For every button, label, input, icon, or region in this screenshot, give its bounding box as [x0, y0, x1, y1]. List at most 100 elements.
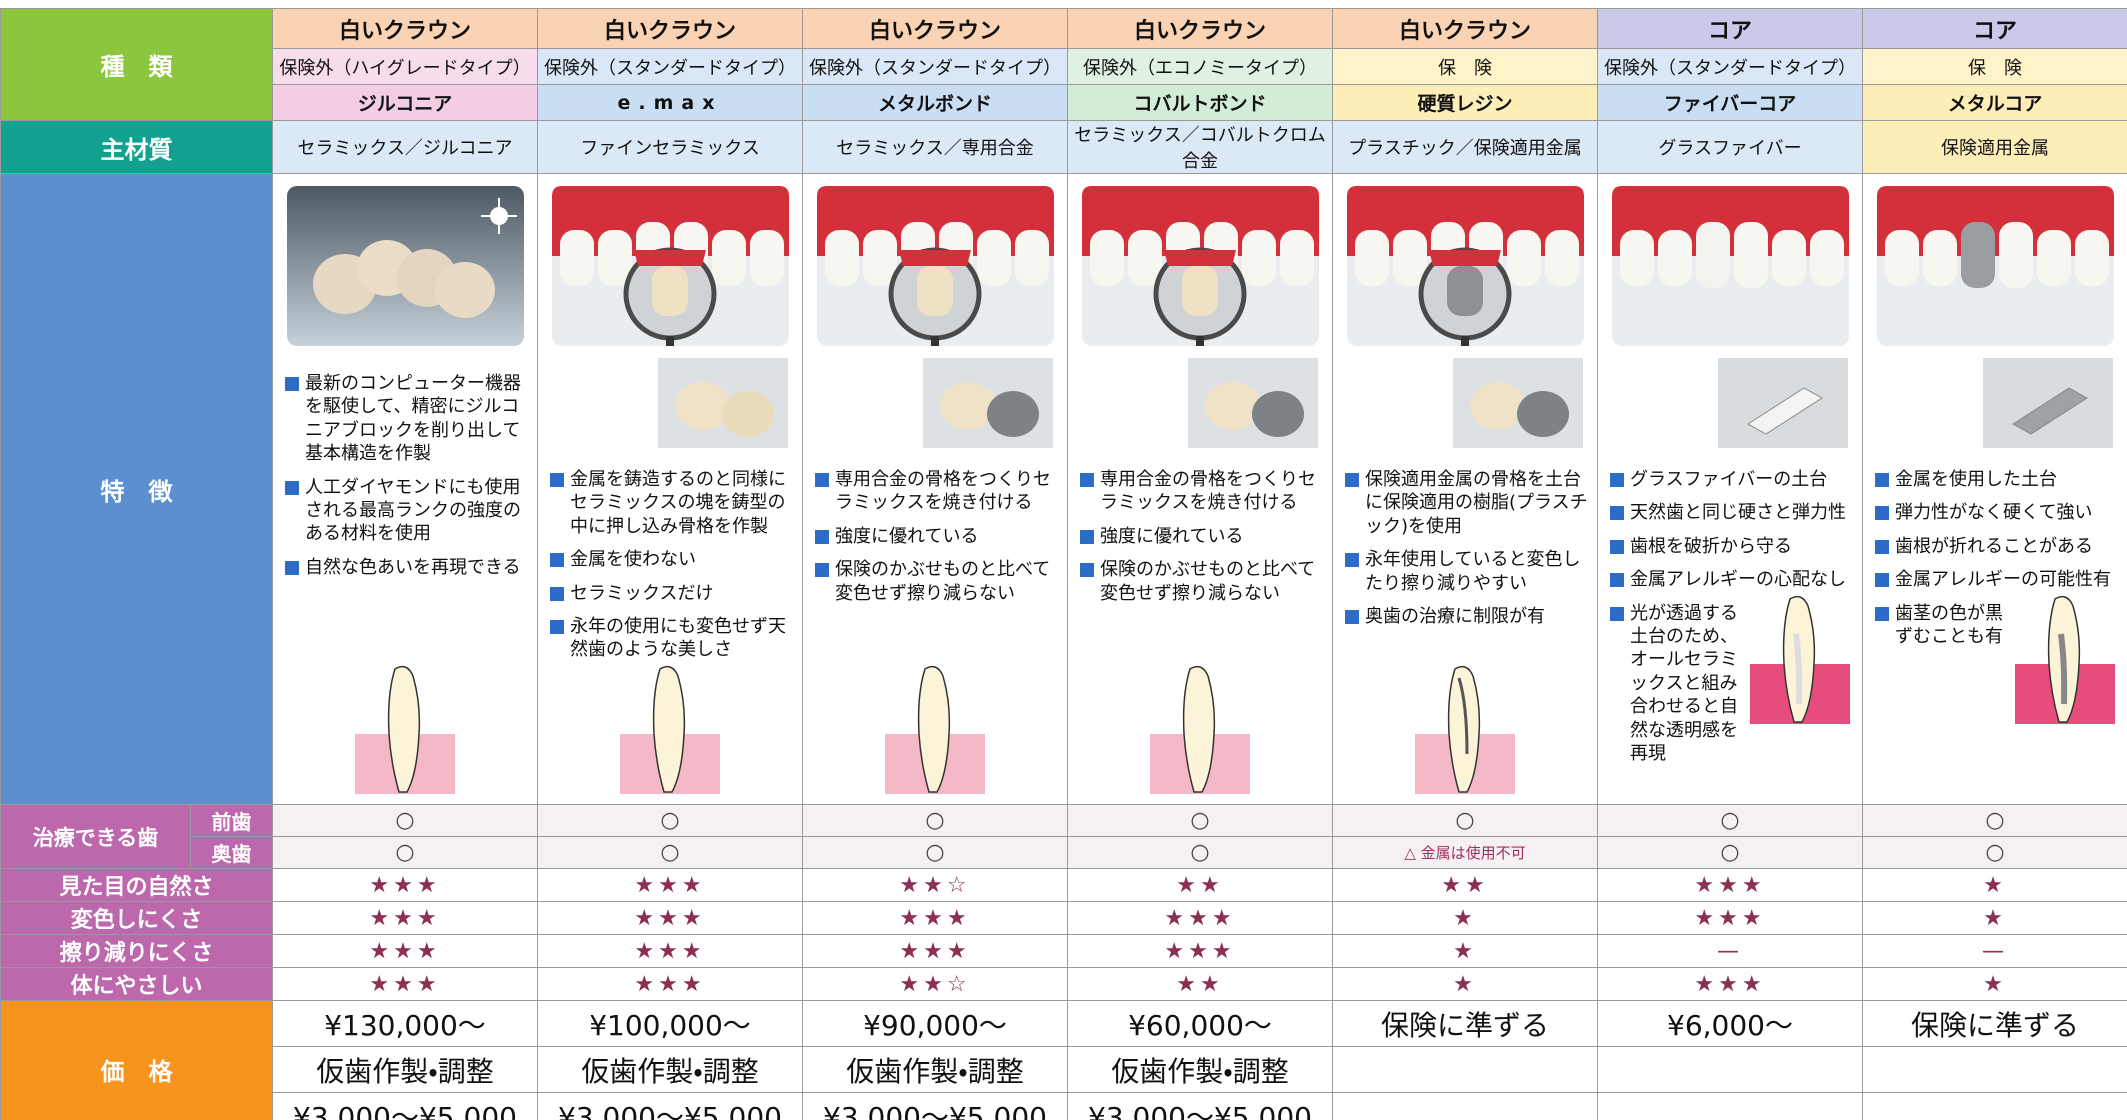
feature-list: 金属を鋳造するのと同様にセラミックスの塊を鋳型の中に押し込み骨格を作製 金属を使わ… [548, 468, 794, 672]
feature-item: 奥歯の治療に制限が有 [1343, 605, 1589, 628]
rating-cell: ★ [1332, 934, 1598, 968]
feature-item: 金属を鋳造するのと同様にセラミックスの塊を鋳型の中に押し込み骨格を作製 [548, 468, 794, 538]
thumbnail [658, 358, 788, 448]
back-cell: ○ [1597, 836, 1863, 869]
feature-item: 専用合金の骨格をつくりセラミックスを焼き付ける [1078, 468, 1324, 515]
insurance-cell: 保険外（ハイグレードタイプ） [272, 48, 538, 85]
back-cell: ○ [272, 836, 538, 869]
photo [817, 186, 1054, 346]
category-cell: コア [1862, 8, 2127, 49]
insurance-cell: 保 険 [1332, 48, 1598, 85]
rating-cell: ★★ [1067, 868, 1333, 902]
feature-item: セラミックスだけ [548, 582, 794, 605]
category-cell: 白いクラウン [802, 8, 1068, 49]
back-cell: ○ [802, 836, 1068, 869]
rating-cell: ★ [1332, 967, 1598, 1001]
category-cell: 白いクラウン [1067, 8, 1333, 49]
name-cell: ファイバーコア [1597, 84, 1863, 121]
rating-cell: ★★★ [802, 901, 1068, 935]
material-cell: 保険適用金属 [1862, 120, 2127, 174]
price-cell: ¥3,000〜¥5,000 [537, 1092, 803, 1120]
insurance-cell: 保険外（スタンダードタイプ） [537, 48, 803, 85]
tooth-diagram [620, 665, 720, 794]
price-cell: ¥130,000〜 [272, 1000, 538, 1047]
feature-list: グラスファイバーの土台 天然歯と同じ硬さと弾力性 歯根を破折から守る 金属アレルギーの… [1608, 468, 1854, 775]
features-cell: 金属を使用した土台 弾力性がなく硬くて強い 歯根が折れることがある 金属アレルギーの可… [1862, 173, 2127, 805]
name-cell: ジルコニア [272, 84, 538, 121]
rating-cell: — [1862, 934, 2127, 968]
price-cell: ¥60,000〜 [1067, 1000, 1333, 1047]
features-cell: 保険適用金属の骨格を土台に保険適用の樹脂(プラスチック)を使用 永年使用していると… [1332, 173, 1598, 805]
feature-item: 強度に優れている [1078, 525, 1324, 548]
material-cell: セラミックス／ジルコニア [272, 120, 538, 174]
category-cell: 白いクラウン [272, 8, 538, 49]
price-cell: 仮歯作製・調整 [272, 1046, 538, 1093]
front-cell: ○ [1067, 804, 1333, 837]
price-cell: ¥6,000〜 [1597, 1000, 1863, 1047]
feature-list: 金属を使用した土台 弾力性がなく硬くて強い 歯根が折れることがある 金属アレルギーの可… [1873, 468, 2119, 658]
table-row: 奥歯 ○ ○ ○ ○ △ 金属は使用不可 ○ ○ [1, 836, 2127, 869]
price-cell: 保険に準ずる [1332, 1000, 1598, 1047]
features-cell: 金属を鋳造するのと同様にセラミックスの塊を鋳型の中に押し込み骨格を作製 金属を使わ… [537, 173, 803, 805]
empty-cell [1597, 1046, 1863, 1093]
feature-item: 光が透過する土台のため、オールセラミックスと組み合わせると自然な透明感を再現 [1608, 602, 1854, 766]
features-box: 金属を使用した土台 弾力性がなく硬くて強い 歯根が折れることがある 金属アレルギーの可… [1864, 175, 2127, 804]
table-row: 見た目の自然さ ★★★ ★★★ ★★☆ ★★ ★★ ★★★ ★ [0, 868, 2127, 902]
features-box: 金属を鋳造するのと同様にセラミックスの塊を鋳型の中に押し込み骨格を作製 金属を使わ… [539, 175, 802, 804]
category-cell: コア [1597, 8, 1863, 49]
features-box: 最新のコンピューター機器を駆使して、精密にジルコニアブロックを削り出して基本構造… [274, 175, 537, 804]
table-row: 仮歯作製・調整 仮歯作製・調整 仮歯作製・調整 仮歯作製・調整 [1, 1046, 2127, 1093]
front-cell: ○ [802, 804, 1068, 837]
rating-cell: ★★★ [1597, 868, 1863, 902]
rating-cell: ★★★ [537, 901, 803, 935]
table-row: 保険外（ハイグレードタイプ） 保険外（スタンダードタイプ） 保険外（スタンダードタイ… [1, 48, 2127, 85]
material-cell: セラミックス／専用合金 [802, 120, 1068, 174]
kind-label: 種 類 [0, 8, 273, 121]
price-cell: 仮歯作製・調整 [802, 1046, 1068, 1093]
price-cell: ¥3,000〜¥5,000 [802, 1092, 1068, 1120]
material-cell: プラスチック／保険適用金属 [1332, 120, 1598, 174]
features-label: 特 徴 [0, 173, 273, 805]
feature-item: 保険のかぶせものと比べて変色せず擦り減らない [813, 558, 1059, 605]
front-cell: ○ [537, 804, 803, 837]
category-cell: 白いクラウン [1332, 8, 1598, 49]
features-cell: 最新のコンピューター機器を駆使して、精密にジルコニアブロックを削り出して基本構造… [272, 173, 538, 805]
table-row: ¥3,000〜¥5,000 ¥3,000〜¥5,000 ¥3,000〜¥5,000 ¥… [1, 1092, 2127, 1120]
front-cell: ○ [1597, 804, 1863, 837]
table-row: 治療できる歯 前歯 ○ ○ ○ ○ ○ ○ ○ [0, 804, 2127, 869]
thumbnail [1718, 358, 1848, 448]
price-cell: 仮歯作製・調整 [537, 1046, 803, 1093]
feature-item: 弾力性がなく硬くて強い [1873, 501, 2119, 524]
empty-cell [1862, 1046, 2127, 1093]
tooth-diagram [1750, 595, 1850, 724]
feature-item: 歯根を破折から守る [1608, 535, 1854, 558]
tooth-diagram [2015, 595, 2115, 724]
insurance-cell: 保険外（スタンダードタイプ） [1597, 48, 1863, 85]
rating-cell: ★★★ [272, 901, 538, 935]
insurance-cell: 保険外（エコノミータイプ） [1067, 48, 1333, 85]
features-box: 専用合金の骨格をつくりセラミックスを焼き付ける 強度に優れている 保険のかぶせものと… [804, 175, 1067, 804]
material-cell: セラミックス／コバルトクロム合金 [1067, 120, 1333, 174]
feature-item: 専用合金の骨格をつくりセラミックスを焼き付ける [813, 468, 1059, 515]
rating-cell: ★★★ [272, 967, 538, 1001]
photo [1612, 186, 1849, 346]
rating-cell: ★ [1332, 901, 1598, 935]
feature-item: 金属を使用した土台 [1873, 468, 2119, 491]
feature-list: 専用合金の骨格をつくりセラミックスを焼き付ける 強度に優れている 保険のかぶせものと… [813, 468, 1059, 615]
feature-list: 保険適用金属の骨格を土台に保険適用の樹脂(プラスチック)を使用 永年使用していると… [1343, 468, 1589, 638]
name-cell: メタルコア [1862, 84, 2127, 121]
table-row: ジルコニア e.max メタルボンド コバルトボンド 硬質レジン ファイバーコア メタルコア [1, 84, 2127, 121]
name-cell: メタルボンド [802, 84, 1068, 121]
features-box: グラスファイバーの土台 天然歯と同じ硬さと弾力性 歯根を破折から守る 金属アレルギーの… [1599, 175, 1862, 804]
name-cell: コバルトボンド [1067, 84, 1333, 121]
feature-item: 金属アレルギーの心配なし [1608, 568, 1854, 591]
price-cell: 仮歯作製・調整 [1067, 1046, 1333, 1093]
rating-cell: — [1597, 934, 1863, 968]
material-label: 主材質 [0, 120, 273, 174]
tooth-diagram [885, 665, 985, 794]
features-cell: グラスファイバーの土台 天然歯と同じ硬さと弾力性 歯根を破折から守る 金属アレルギーの… [1597, 173, 1863, 805]
table-row: 擦り減りにくさ ★★★ ★★★ ★★★ ★★★ ★ — — [0, 934, 2127, 968]
thumbnail [1188, 358, 1318, 448]
feature-item: 保険適用金属の骨格を土台に保険適用の樹脂(プラスチック)を使用 [1343, 468, 1589, 538]
feature-item: 歯茎の色が黒ずむことも有 [1873, 602, 2119, 649]
